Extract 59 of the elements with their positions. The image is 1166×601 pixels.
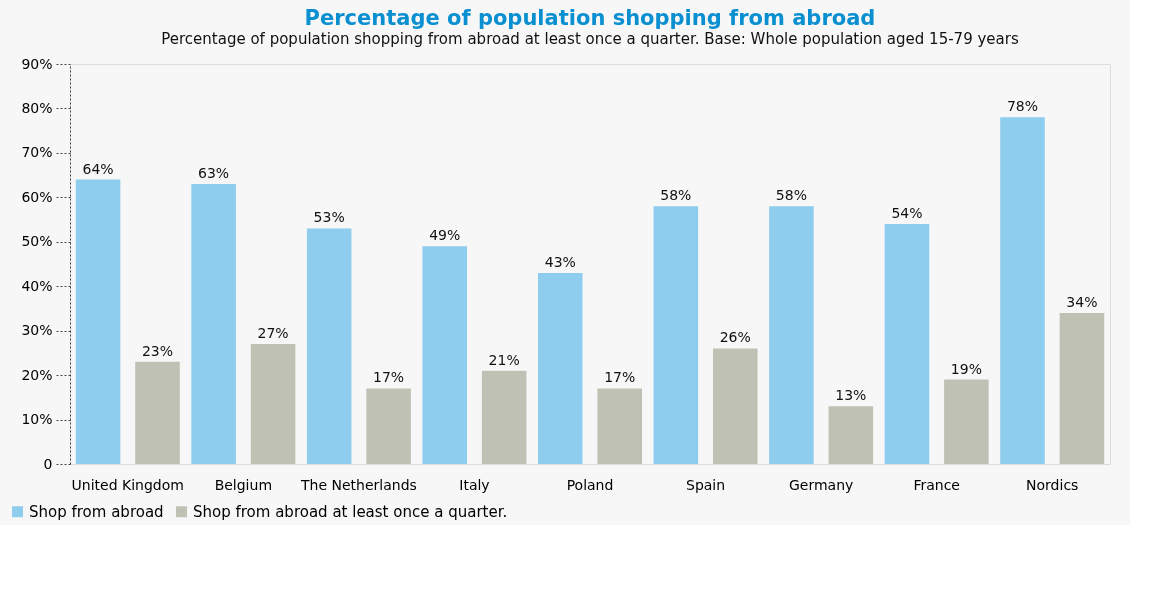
data-label: 17%	[373, 369, 405, 386]
data-label: 78%	[1006, 98, 1039, 115]
y-tick-label: 80%	[21, 99, 53, 116]
bar	[135, 361, 180, 464]
y-tick-label: 30%	[21, 322, 53, 339]
data-label: 63%	[198, 165, 230, 181]
x-tick-label: Spain	[685, 476, 726, 493]
bar	[769, 206, 814, 464]
data-label: 49%	[429, 227, 461, 244]
bar	[75, 179, 121, 464]
y-tick-label: 70%	[21, 144, 53, 161]
x-tick-label: Italy	[459, 476, 490, 493]
y-tick-label: 60%	[21, 188, 53, 205]
data-label: 23%	[141, 342, 174, 359]
y-tick-label: 50%	[21, 233, 53, 250]
bar	[306, 228, 352, 464]
x-tick-label: Nordics	[1026, 476, 1079, 493]
y-tick-label: 40%	[21, 277, 53, 294]
bar	[884, 224, 930, 464]
bar	[538, 272, 583, 464]
chart-title: Percentage of population shopping from abroad	[304, 6, 876, 30]
x-tick-label: Poland	[566, 476, 614, 493]
data-label: 53%	[313, 209, 345, 226]
data-label: 13%	[835, 387, 867, 404]
bar	[1059, 312, 1105, 464]
data-label: 19%	[950, 360, 982, 377]
data-label: 58%	[660, 187, 692, 204]
x-tick-label: United Kingdom	[71, 476, 184, 493]
data-label: 43%	[544, 253, 576, 270]
bar	[422, 246, 468, 464]
bar	[1000, 117, 1045, 464]
bar	[828, 406, 874, 464]
x-tick-label: Germany	[788, 476, 854, 493]
data-label: 17%	[604, 369, 636, 386]
data-label: 64%	[82, 160, 114, 177]
bar	[712, 348, 758, 464]
x-tick-label: Belgium	[214, 476, 273, 493]
data-label: 21%	[488, 351, 520, 368]
bar	[366, 388, 411, 464]
y-tick-label: 10%	[21, 411, 53, 428]
bar	[250, 344, 296, 464]
bar	[597, 388, 642, 464]
data-label: 58%	[775, 187, 807, 204]
data-label: 34%	[1066, 293, 1098, 310]
data-label: 27%	[257, 325, 289, 341]
bar	[481, 370, 527, 464]
legend-label: Shop from abroad	[29, 502, 164, 521]
x-tick-label: France	[913, 476, 960, 493]
y-tick-label: 0	[43, 455, 53, 472]
x-tick-label: The Netherlands	[299, 476, 417, 493]
data-label: 26%	[719, 329, 751, 346]
bar	[944, 379, 989, 464]
bar	[653, 206, 699, 464]
bar	[191, 184, 236, 464]
chart-subtitle: Percentage of population shopping from abroad at least once a quarter. Base: Whole population aged 15-79 years	[161, 30, 1019, 48]
legend-label: Shop from abroad at least once a quarter.	[193, 502, 508, 521]
data-label: 54%	[891, 205, 923, 221]
y-tick-label: 20%	[21, 366, 53, 383]
y-tick-label: 90%	[21, 55, 53, 72]
